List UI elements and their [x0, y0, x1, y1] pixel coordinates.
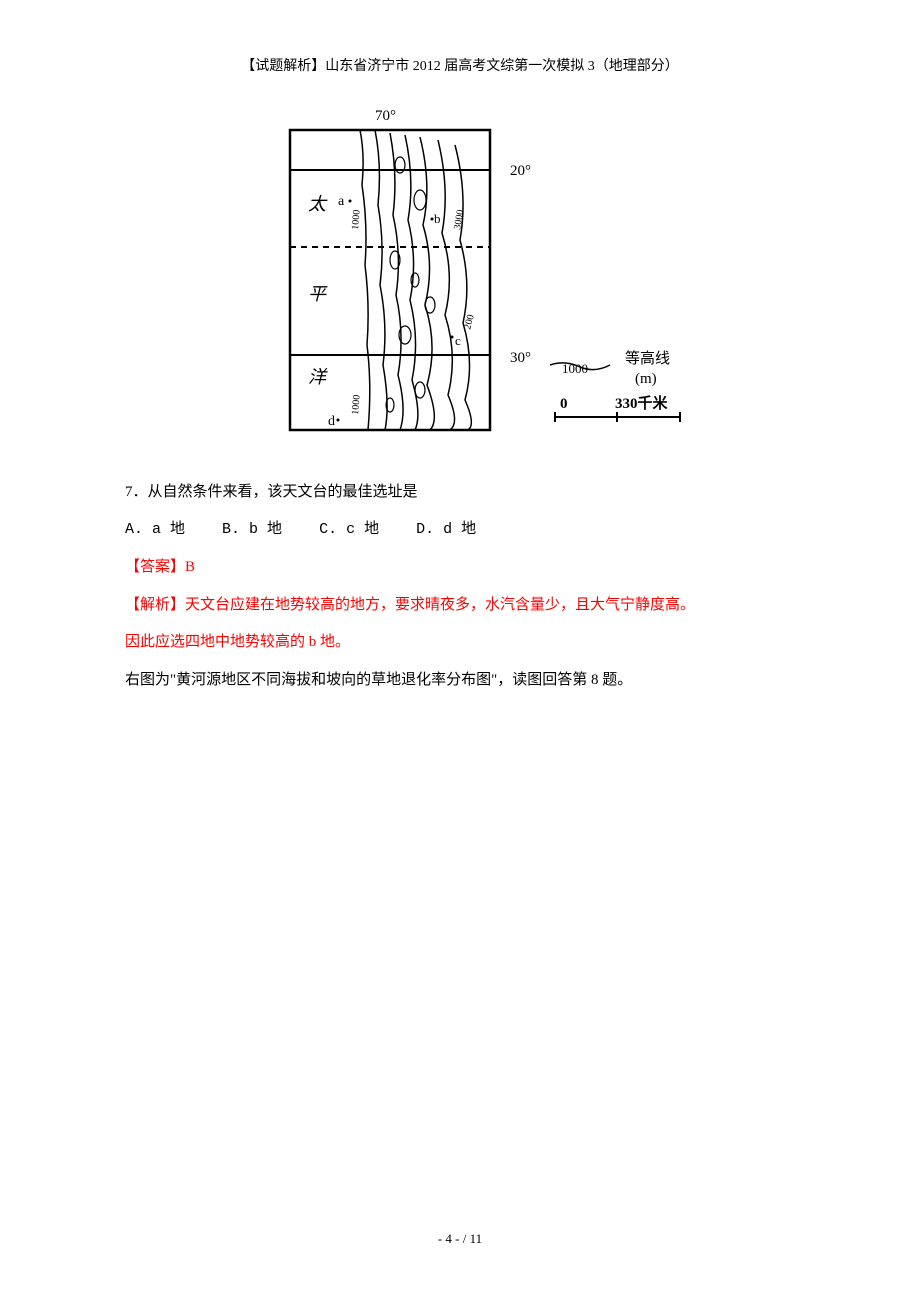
lat-30-label: 30°	[510, 350, 531, 366]
contour-peak-2	[414, 190, 426, 210]
contour-val-1000a: 1000	[350, 209, 363, 230]
point-a-dot	[349, 200, 352, 203]
page-number: - 4 - / 11	[438, 1231, 482, 1246]
point-b: b	[434, 211, 441, 226]
legend-1000: 1000	[562, 361, 588, 376]
point-c-dot	[451, 336, 454, 339]
question-8-intro: 右图为"黄河源地区不同海拔和坡向的草地退化率分布图"，读图回答第 8 题。	[125, 663, 795, 698]
point-b-dot	[431, 218, 434, 221]
scale-zero: 0	[560, 396, 568, 412]
contour-peak-7	[415, 382, 425, 398]
map-container: 70° 20° 30° 太 平 洋	[125, 105, 795, 450]
header-title: 【试题解析】山东省济宁市 2012 届高考文综第一次模拟 3（地理部分）	[241, 59, 679, 74]
contour-val-200: 200	[462, 313, 477, 330]
topographic-map: 70° 20° 30° 太 平 洋	[220, 105, 700, 445]
char-yang: 洋	[308, 367, 328, 387]
point-d-dot	[337, 419, 340, 422]
contour-1	[360, 130, 370, 430]
point-a: a	[338, 194, 345, 209]
contour-val-3000: 3000	[452, 209, 466, 231]
contour-val-1000b: 1000	[350, 394, 363, 415]
option-c: C. c 地	[319, 521, 379, 538]
scale-dist: 330千米	[615, 394, 669, 412]
answer-label: 【答案】B	[125, 550, 795, 585]
contour-peak-5	[425, 297, 435, 313]
legend-text-1: 等高线	[625, 349, 670, 367]
question-7-text: 7．从自然条件来看，该天文台的最佳选址是	[125, 475, 795, 510]
page-header: 【试题解析】山东省济宁市 2012 届高考文综第一次模拟 3（地理部分）	[0, 0, 920, 75]
contour-3	[390, 133, 403, 430]
contour-6	[438, 140, 455, 430]
explanation-line-1: 【解析】天文台应建在地势较高的地方，要求晴夜多，水汽含量少，且大气宁静度高。	[125, 588, 795, 623]
question-7-options: A. a 地 B. b 地 C. c 地 D. d 地	[125, 513, 795, 548]
char-ping: 平	[308, 284, 328, 304]
longitude-label: 70°	[375, 108, 396, 124]
content-area: 70° 20° 30° 太 平 洋	[0, 105, 920, 697]
option-a: A. a 地	[125, 521, 185, 538]
legend-text-2: (m)	[635, 371, 657, 387]
contour-7	[455, 145, 471, 430]
contour-5	[420, 137, 434, 430]
option-d: D. d 地	[416, 521, 476, 538]
lat-20-label: 20°	[510, 163, 531, 179]
option-b: B. b 地	[222, 521, 282, 538]
point-d: d	[328, 414, 335, 429]
contour-2	[375, 130, 387, 430]
page-footer: - 4 - / 11	[0, 1231, 920, 1247]
explanation-line-2: 因此应选四地中地势较高的 b 地。	[125, 625, 795, 660]
point-c: c	[455, 333, 461, 348]
char-tai: 太	[308, 194, 328, 214]
